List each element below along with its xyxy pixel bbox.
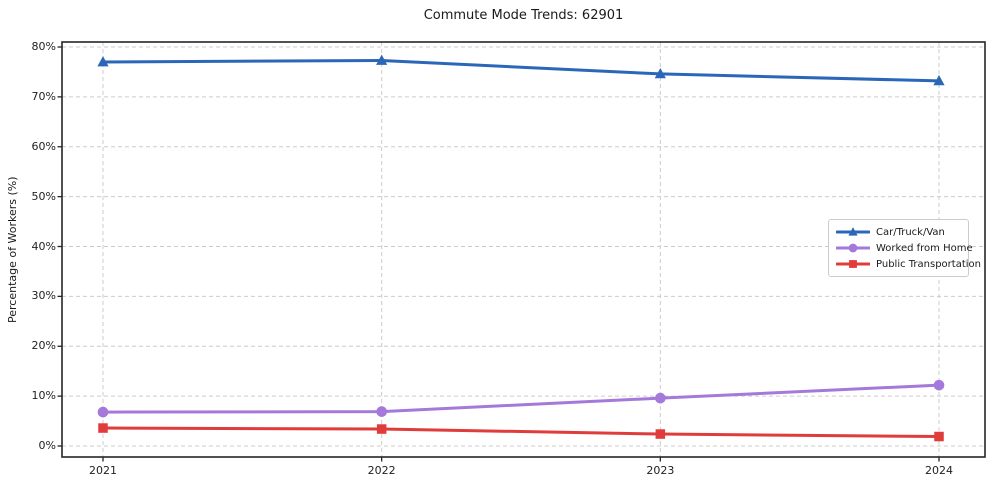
x-tick-label: 2024 [925, 464, 953, 477]
y-tick-label: 60% [31, 139, 56, 153]
y-tick-label: 80% [31, 40, 56, 53]
legend-label: Worked from Home [876, 242, 973, 254]
legend-item-public-transportation: Public Transportation [836, 258, 981, 270]
legend-line-triangle-icon [836, 227, 870, 236]
legend-line-circle-icon [836, 243, 870, 253]
legend-item-worked-from-home: Worked from Home [836, 242, 973, 254]
y-tick-label: 50% [31, 189, 56, 203]
y-tick-label: 30% [31, 289, 56, 303]
y-tick-label: 10% [31, 389, 56, 403]
x-tick-label: 2022 [367, 464, 396, 477]
y-tick-label: 70% [31, 89, 56, 103]
y-tick-label: 0% [38, 439, 56, 452]
legend-item-car-truck-van: Car/Truck/Van [836, 226, 962, 238]
y-tick-label: 40% [31, 239, 56, 253]
y-tick-label: 20% [31, 339, 56, 353]
legend-line-square-icon [836, 260, 870, 268]
x-tick-label: 2023 [646, 464, 675, 477]
x-tick-label: 2021 [89, 464, 117, 477]
chart-title: Commute Mode Trends: 62901 [423, 8, 624, 23]
legend: Car/Truck/Van Worked from Home Public Tr… [828, 219, 981, 277]
legend-label: Public Transportation [876, 258, 981, 270]
legend-label: Car/Truck/Van [876, 226, 945, 238]
